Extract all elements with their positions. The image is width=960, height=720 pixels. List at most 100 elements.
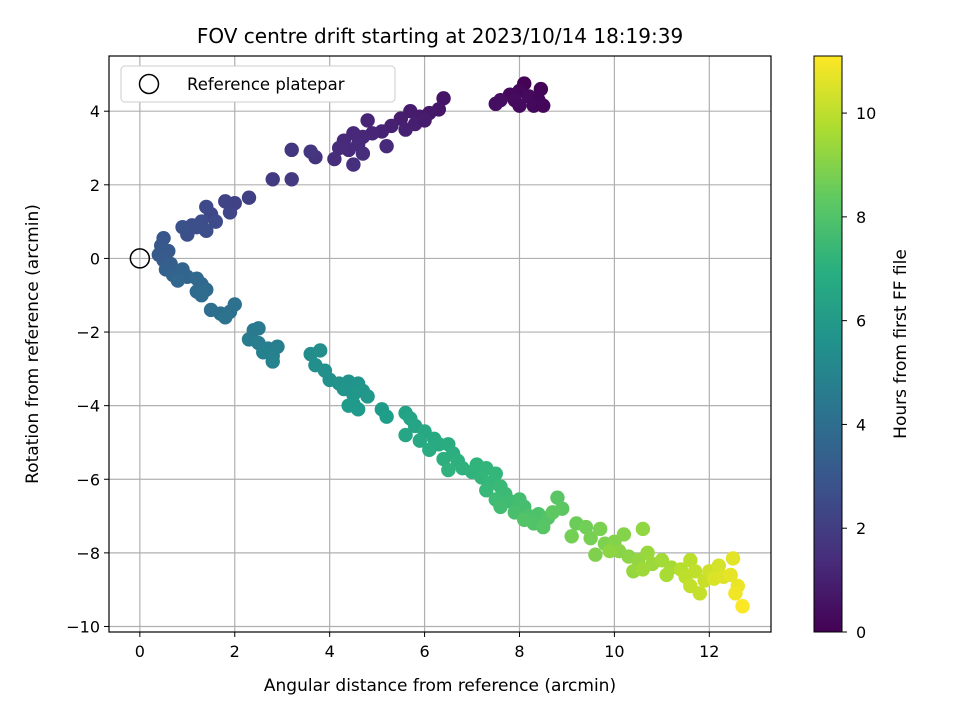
data-point: [659, 567, 674, 583]
y-tick-label: 4: [90, 102, 100, 121]
data-point: [331, 140, 347, 156]
data-point: [545, 505, 560, 520]
y-tick-label: −8: [76, 544, 100, 563]
colorbar-tick-label: 6: [856, 312, 866, 331]
data-point: [199, 199, 214, 215]
data-point: [550, 490, 565, 505]
data-point: [536, 98, 551, 113]
y-tick-label: −6: [76, 470, 100, 489]
data-point: [728, 586, 743, 601]
legend-entry-reference-platepar: Reference platepar: [187, 75, 345, 94]
x-tick-label: 12: [699, 642, 719, 661]
colorbar-tick-label: 8: [856, 208, 866, 227]
data-point: [588, 547, 603, 562]
y-tick-label: −4: [76, 397, 100, 416]
x-tick-label: 2: [230, 642, 240, 661]
data-point: [170, 273, 186, 288]
y-axis-ticks: −10 −8 −6 −4 −2 0 2 4: [66, 102, 109, 636]
data-point: [265, 172, 280, 187]
data-point: [251, 321, 266, 336]
data-point: [379, 409, 394, 424]
colorbar-tick-label: 10: [856, 104, 876, 123]
colorbar-tick-label: 0: [856, 623, 866, 642]
data-point: [355, 146, 371, 161]
data-point: [265, 354, 280, 369]
data-point: [436, 451, 451, 467]
data-point: [517, 512, 532, 527]
y-tick-label: −10: [66, 617, 100, 636]
data-point: [725, 551, 741, 566]
data-point: [360, 389, 375, 404]
data-point: [222, 205, 238, 220]
data-point: [189, 219, 204, 235]
data-point: [592, 521, 608, 537]
data-point: [346, 157, 361, 172]
data-point: [398, 427, 413, 443]
plot-frame: [108, 55, 772, 633]
data-point: [683, 553, 698, 568]
y-tick-label: −2: [76, 323, 100, 342]
data-point: [312, 343, 328, 358]
legend: Reference platepar: [120, 65, 396, 103]
data-point: [616, 527, 632, 542]
data-point: [412, 433, 428, 448]
data-point: [327, 151, 342, 167]
data-point: [578, 519, 594, 535]
data-point: [723, 567, 738, 583]
data-point: [241, 190, 257, 205]
data-point: [735, 599, 750, 614]
data-point: [218, 310, 233, 325]
x-tick-label: 0: [135, 642, 145, 661]
data-point: [488, 96, 503, 112]
y-tick-label: 2: [90, 176, 100, 195]
colorbar: 0 2 4 6 8 10 Hours from first FF file: [813, 55, 911, 642]
data-point: [194, 288, 209, 303]
colorbar-tick-label: 2: [856, 519, 866, 538]
x-tick-label: 6: [419, 642, 429, 661]
data-point: [536, 519, 551, 535]
legend-box: [120, 65, 396, 103]
y-axis-label: Rotation from reference (arcmin): [23, 204, 43, 484]
colorbar-label: Hours from first FF file: [891, 249, 911, 439]
data-point: [422, 442, 437, 458]
data-point: [284, 142, 299, 158]
y-tick-label: 0: [90, 249, 100, 268]
data-point: [640, 545, 655, 561]
data-point: [711, 558, 726, 573]
data-point: [441, 462, 456, 478]
data-point: [493, 499, 508, 515]
data-point: [284, 172, 299, 187]
data-point: [227, 297, 242, 312]
data-point: [398, 122, 413, 137]
data-point: [583, 530, 598, 546]
colorbar-ticks: 0 2 4 6 8 10: [842, 104, 876, 642]
legend-marker-icon: [138, 73, 160, 95]
data-point: [479, 483, 494, 498]
data-point: [218, 194, 233, 209]
data-point: [533, 81, 549, 97]
reference-platepar-marker: [129, 248, 151, 269]
x-axis-ticks: 0 2 4 6 8 10 12: [135, 632, 719, 661]
colorbar-tick-label: 4: [856, 415, 866, 434]
data-points: [151, 76, 750, 614]
data-point: [417, 113, 432, 128]
data-point: [436, 91, 451, 106]
x-tick-label: 4: [325, 642, 335, 661]
data-point: [635, 521, 651, 537]
data-point: [379, 138, 394, 154]
data-point: [360, 113, 375, 128]
data-point: [512, 98, 527, 113]
data-point: [208, 214, 223, 229]
data-point: [635, 562, 651, 577]
colorbar-gradient: [813, 55, 843, 633]
x-tick-label: 8: [514, 642, 524, 661]
data-point: [602, 543, 617, 559]
x-axis-label: Angular distance from reference (arcmin): [264, 676, 616, 696]
chart-title: FOV centre drift starting at 2023/10/14 …: [197, 24, 683, 48]
data-point: [256, 345, 271, 360]
data-point: [564, 529, 579, 544]
x-tick-label: 10: [604, 642, 624, 661]
data-point: [692, 586, 708, 601]
data-point: [336, 381, 352, 397]
